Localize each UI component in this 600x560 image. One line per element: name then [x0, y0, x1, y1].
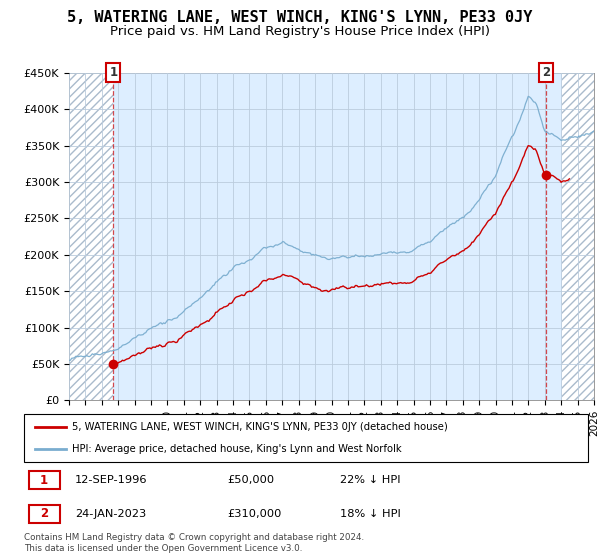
Text: HPI: Average price, detached house, King's Lynn and West Norfolk: HPI: Average price, detached house, King… [72, 444, 401, 454]
Text: 18% ↓ HPI: 18% ↓ HPI [340, 508, 401, 519]
Text: 12-SEP-1996: 12-SEP-1996 [75, 475, 147, 486]
Text: 22% ↓ HPI: 22% ↓ HPI [340, 475, 400, 486]
FancyBboxPatch shape [29, 505, 59, 522]
Text: Price paid vs. HM Land Registry's House Price Index (HPI): Price paid vs. HM Land Registry's House … [110, 25, 490, 38]
FancyBboxPatch shape [29, 472, 59, 489]
Text: 1: 1 [40, 474, 48, 487]
Text: Contains HM Land Registry data © Crown copyright and database right 2024.
This d: Contains HM Land Registry data © Crown c… [24, 533, 364, 553]
Text: 5, WATERING LANE, WEST WINCH, KING'S LYNN, PE33 0JY: 5, WATERING LANE, WEST WINCH, KING'S LYN… [67, 10, 533, 25]
Text: 24-JAN-2023: 24-JAN-2023 [75, 508, 146, 519]
Text: 2: 2 [542, 66, 550, 80]
Text: £50,000: £50,000 [227, 475, 274, 486]
Text: 2: 2 [40, 507, 48, 520]
FancyBboxPatch shape [24, 414, 588, 462]
Text: 1: 1 [109, 66, 118, 80]
Text: £310,000: £310,000 [227, 508, 281, 519]
Text: 5, WATERING LANE, WEST WINCH, KING'S LYNN, PE33 0JY (detached house): 5, WATERING LANE, WEST WINCH, KING'S LYN… [72, 422, 448, 432]
